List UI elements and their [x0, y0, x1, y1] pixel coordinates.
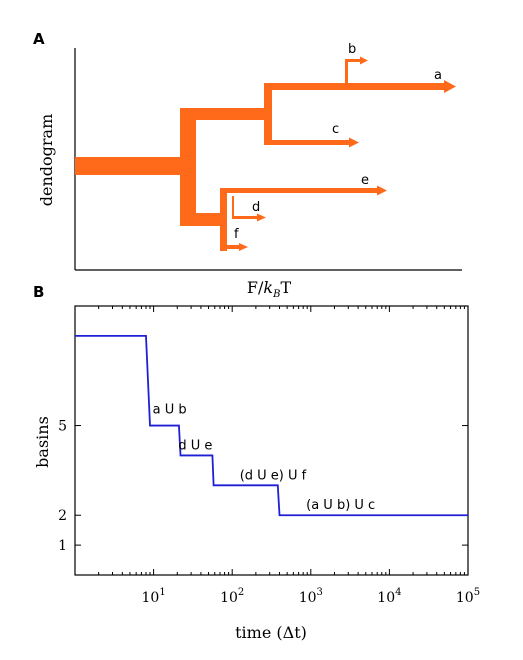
merge-annotation: a U b	[153, 403, 187, 418]
branch-labels: a b c d e f	[234, 42, 442, 242]
xlabel-b: B	[272, 289, 280, 300]
merge-annotation: (a U b) U c	[306, 498, 375, 513]
panel-b: B 101 102 103 104 105 1 2 5 a U b d U e (d U e) …	[33, 283, 480, 642]
branch-a-arrow	[444, 80, 456, 93]
upper-branch	[180, 108, 270, 120]
panel-a-xlabel: F/kBT	[247, 278, 292, 300]
x-tick-label: 101	[141, 587, 165, 606]
branch-label-b: b	[348, 42, 356, 57]
branch-f	[220, 245, 240, 249]
y-tick-label: 1	[58, 538, 67, 554]
panel-b-xlabel: time (Δt)	[235, 623, 307, 642]
panel-b-ylabel: basins	[33, 416, 52, 468]
xlabel-f: F/	[247, 278, 264, 297]
branch-e	[220, 188, 378, 193]
xlabel-k: k	[263, 278, 273, 297]
panel-a-ylabel: dendogram	[37, 114, 56, 207]
branch-b-arrow	[360, 56, 368, 65]
merge-annotation: (d U e) U f	[240, 468, 307, 483]
series	[75, 334, 468, 517]
x-ticks: 101 102 103 104 105	[98, 306, 480, 606]
dendrogram	[75, 56, 456, 251]
y-tick-label: 2	[58, 508, 67, 524]
root-branch	[75, 157, 183, 175]
branch-d-arrow	[257, 213, 266, 222]
branch-e-arrow	[377, 185, 387, 196]
xlabel-t: T	[280, 278, 291, 297]
branch-label-f: f	[234, 227, 239, 242]
x-tick-label: 104	[377, 587, 401, 606]
branch-label-c: c	[332, 122, 339, 137]
x-tick-label: 105	[456, 587, 480, 606]
branch-label-a: a	[434, 68, 442, 83]
merge-annotation: d U e	[178, 438, 212, 453]
branch-label-e: e	[361, 173, 369, 188]
panel-a: A dendogram F/kBT	[33, 30, 462, 300]
branch-f-arrow	[239, 243, 248, 251]
branch-d-stem	[232, 196, 234, 218]
branch-b	[345, 59, 361, 62]
panel-b-frame	[74, 305, 469, 576]
annotations: a U b d U e (d U e) U f (a U b) U c	[153, 403, 376, 514]
x-tick-label: 102	[220, 587, 244, 606]
panel-b-label: B	[33, 283, 44, 301]
y-ticks: 1 2 5	[58, 419, 468, 554]
root-split-bar	[180, 108, 196, 226]
branch-a	[264, 83, 446, 90]
branch-c-arrow	[349, 137, 359, 148]
branch-label-d: d	[252, 200, 260, 215]
upper-split-bar	[264, 83, 272, 145]
x-tick-label: 103	[299, 587, 323, 606]
lower-split-bar	[220, 188, 227, 251]
lower-branch	[180, 213, 226, 226]
basins-step-line	[75, 334, 468, 517]
branch-b-stem	[345, 59, 348, 87]
branch-d	[232, 216, 258, 219]
y-tick-label: 5	[58, 419, 67, 435]
panel-a-label: A	[33, 30, 45, 48]
branch-c	[264, 140, 350, 145]
